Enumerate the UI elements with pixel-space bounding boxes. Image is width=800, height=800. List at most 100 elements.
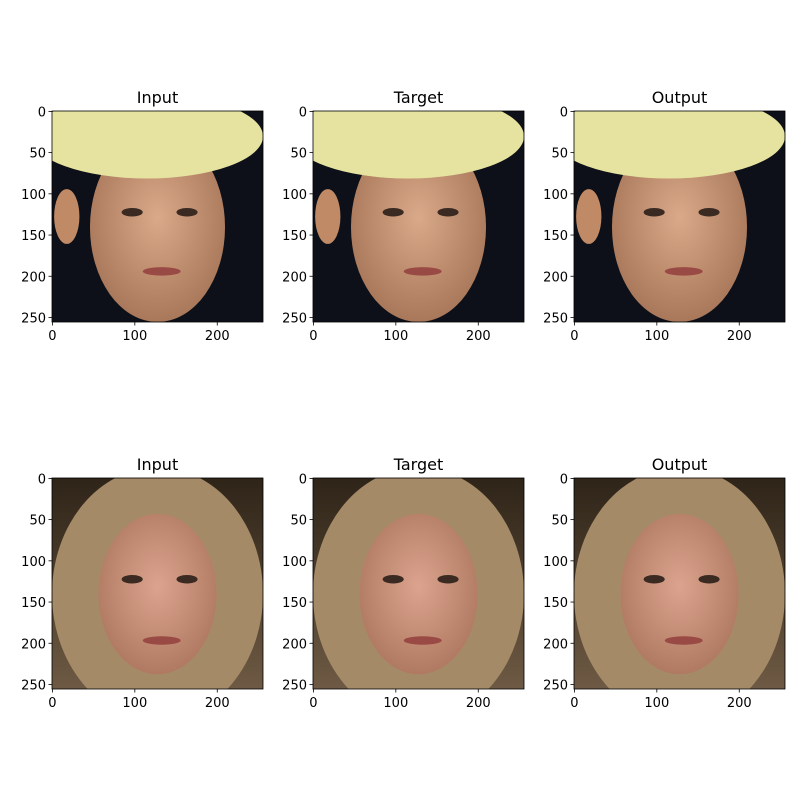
x-tick-label: 200 [466,696,491,711]
y-tick-label: 150 [543,229,568,244]
mouth [403,636,442,645]
eye [437,208,459,217]
eye [698,575,720,584]
axes-frame [312,110,525,323]
subplot-title: Input [137,88,178,107]
y-tick-label: 200 [21,637,46,652]
axes-frame [51,110,264,323]
y-tick-label: 150 [282,596,307,611]
face [98,513,217,675]
eye [382,575,404,584]
x-tick-label: 0 [309,329,317,344]
face [89,132,226,322]
axes-frame [312,477,525,690]
eye [121,208,143,217]
ear [576,189,602,244]
face [359,513,478,675]
axes-frame [573,110,786,323]
y-tick-label: 0 [560,105,568,120]
eye [698,208,720,217]
subplot: Input 0 100 200 0 50 100 150 200 250 [21,88,264,344]
mouth [142,636,181,645]
image [52,478,263,689]
y-tick-label: 200 [543,637,568,652]
mouth [664,267,703,276]
mouth [403,267,442,276]
x-tick-label: 200 [727,696,752,711]
face [350,132,487,322]
face [611,132,748,322]
subplot-title: Output [652,455,708,474]
y-tick-label: 0 [299,472,307,487]
subplot-title: Target [393,88,444,107]
eye [382,208,404,217]
y-tick-label: 50 [290,147,307,162]
y-tick-label: 150 [21,229,46,244]
y-tick-label: 250 [282,678,307,693]
y-tick-label: 200 [282,270,307,285]
y-tick-label: 100 [282,188,307,203]
eye [437,575,459,584]
y-tick-label: 250 [21,311,46,326]
y-tick-label: 150 [282,229,307,244]
hair [313,111,524,179]
x-tick-label: 100 [122,329,147,344]
eye [121,575,143,584]
x-tick-label: 0 [48,329,56,344]
axes-frame [573,477,786,690]
y-tick-label: 50 [29,147,46,162]
subplot: Output 0 100 200 0 50 100 150 200 250 [543,455,786,711]
image [574,478,785,689]
y-tick-label: 50 [551,514,568,529]
face [620,513,739,675]
x-tick-label: 200 [205,329,230,344]
y-tick-label: 0 [299,105,307,120]
y-tick-label: 250 [543,678,568,693]
subplot: Output 0 100 200 0 50 100 150 200 250 [543,88,786,344]
y-tick-label: 0 [560,472,568,487]
y-tick-label: 100 [543,188,568,203]
hair [574,111,785,179]
y-tick-label: 100 [543,555,568,570]
x-tick-label: 0 [570,696,578,711]
eye [176,208,198,217]
axes-frame [51,477,264,690]
y-tick-label: 100 [282,555,307,570]
y-tick-label: 200 [543,270,568,285]
ear [315,189,341,244]
eye [176,575,198,584]
image [574,111,785,322]
subplot-title: Input [137,455,178,474]
y-tick-label: 200 [21,270,46,285]
eye [643,575,665,584]
x-tick-label: 200 [466,329,491,344]
subplot: Target 0 100 200 0 50 100 150 200 250 [282,88,525,344]
subplot: Target 0 100 200 0 50 100 150 200 250 [282,455,525,711]
x-tick-label: 100 [383,329,408,344]
y-tick-label: 50 [290,514,307,529]
y-tick-label: 200 [282,637,307,652]
subplot: Input 0 100 200 0 50 100 150 200 250 [21,455,264,711]
x-tick-label: 100 [644,696,669,711]
image [52,111,263,322]
ear [54,189,80,244]
subplot-title: Output [652,88,708,107]
image [313,478,524,689]
mouth [142,267,181,276]
x-tick-label: 200 [205,696,230,711]
y-tick-label: 250 [282,311,307,326]
x-tick-label: 200 [727,329,752,344]
y-tick-label: 0 [38,472,46,487]
x-tick-label: 100 [122,696,147,711]
x-tick-label: 0 [309,696,317,711]
x-tick-label: 0 [570,329,578,344]
x-tick-label: 0 [48,696,56,711]
image [313,111,524,322]
y-tick-label: 0 [38,105,46,120]
y-tick-label: 100 [21,188,46,203]
subplot-title: Target [393,455,444,474]
mouth [664,636,703,645]
y-tick-label: 250 [543,311,568,326]
y-tick-label: 50 [29,514,46,529]
